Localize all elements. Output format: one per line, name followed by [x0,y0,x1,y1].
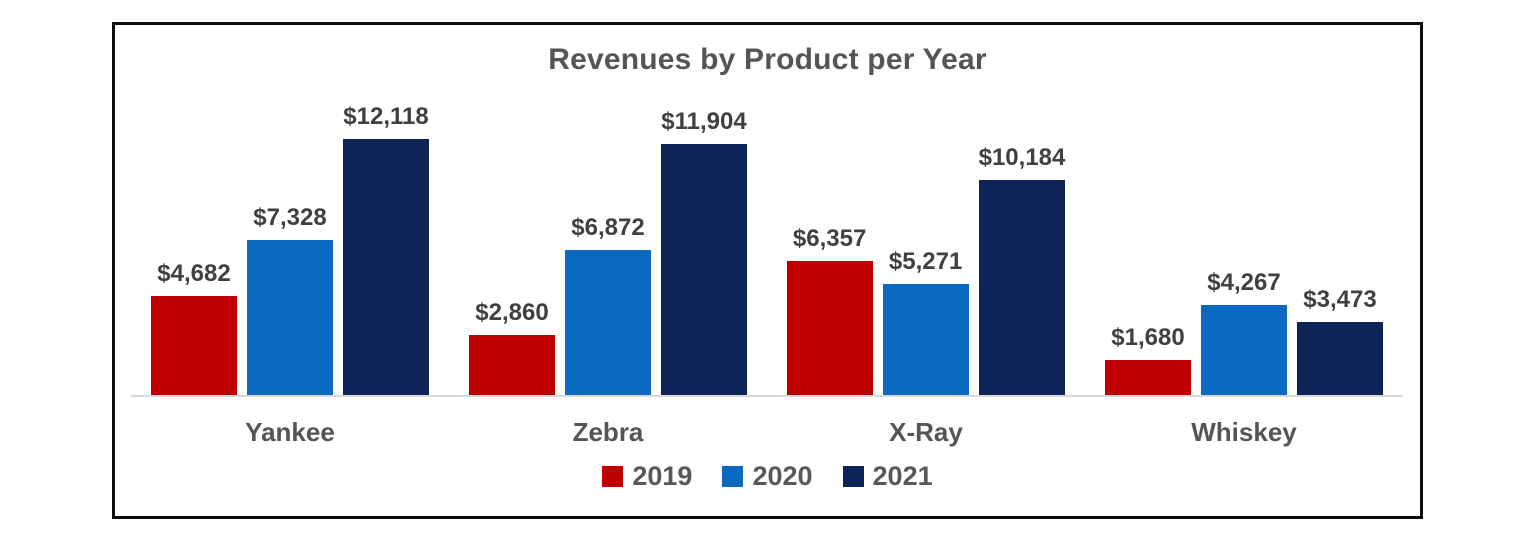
legend-label-2019: 2019 [632,461,693,491]
bar-2019-yankee [151,296,237,395]
category-label-whiskey: Whiskey [1191,417,1297,447]
bar-col-2020-zebra: $6,872 [565,216,651,395]
bar-2021-zebra [661,144,747,395]
bar-col-2021-x-ray: $10,184 [978,144,1066,395]
bar-value-label-2021-x-ray: $10,184 [978,144,1066,171]
legend-item-2020: 2020 [722,461,813,491]
plot-area: $4,682 $7,328 $12,118 $2,860 $6,872 $11,904 $6… [131,87,1403,397]
bar-value-label-2021-whiskey: $3,473 [1303,286,1377,313]
bar-2021-yankee [343,139,429,395]
chart-frame: Revenues by Product per Year $4,682 $7,32… [112,22,1423,519]
category-axis: Yankee Zebra X-Ray Whiskey [131,399,1403,448]
bar-col-2019-whiskey: $1,680 [1105,326,1191,395]
bar-group-zebra: $2,860 $6,872 $11,904 [449,87,767,395]
bar-group-whiskey: $1,680 $4,267 $3,473 [1085,87,1403,395]
legend-item-2019: 2019 [602,463,692,490]
bar-value-label-2019-zebra: $2,860 [475,299,549,326]
legend-item-2021: 2021 [842,461,933,491]
bar-2020-x-ray [882,284,969,395]
bar-2019-whiskey [1105,360,1191,395]
bar-value-label-2020-yankee: $7,328 [253,204,327,231]
bar-2020-yankee [247,240,333,395]
bar-value-label-2020-whiskey: $4,267 [1207,269,1281,296]
bar-value-label-2021-zebra: $11,904 [661,108,747,135]
bar-group-x-ray: $6,357 $5,271 $10,184 [767,87,1085,395]
bar-col-2021-whiskey: $3,473 [1297,288,1383,395]
bar-2019-zebra [469,335,555,395]
bar-col-2020-x-ray: $5,271 [882,248,969,395]
bar-value-label-2019-whiskey: $1,680 [1111,324,1185,351]
bar-2021-x-ray [978,180,1065,395]
category-label-x-ray: X-Ray [889,417,963,447]
legend: 2019 2020 2021 [115,463,1420,490]
bar-col-2020-yankee: $7,328 [247,206,333,395]
bar-col-2021-yankee: $12,118 [343,105,429,395]
legend-swatch-2019 [602,466,624,487]
chart-title: Revenues by Product per Year [548,43,987,76]
bar-value-label-2019-yankee: $4,682 [157,260,231,287]
bar-2019-x-ray [786,261,873,395]
bar-2020-zebra [565,250,651,395]
bar-col-2020-whiskey: $4,267 [1201,271,1287,395]
category-label-yankee: Yankee [245,417,335,447]
bar-2021-whiskey [1297,322,1383,395]
bar-2020-whiskey [1201,305,1287,395]
legend-swatch-2020 [722,466,744,487]
legend-swatch-2021 [842,466,864,487]
bar-group-yankee: $4,682 $7,328 $12,118 [131,87,449,395]
bar-col-2019-x-ray: $6,357 [786,225,873,395]
bar-value-label-2021-yankee: $12,118 [343,103,429,130]
bar-col-2021-zebra: $11,904 [661,110,747,395]
bar-value-label-2020-zebra: $6,872 [571,214,645,241]
bar-col-2019-yankee: $4,682 [151,262,237,395]
bar-value-label-2020-x-ray: $5,271 [888,248,963,275]
category-label-zebra: Zebra [572,417,644,447]
legend-label-2021: 2021 [872,461,933,491]
legend-label-2020: 2020 [752,461,813,491]
bar-col-2019-zebra: $2,860 [469,301,555,395]
bar-value-label-2019-x-ray: $6,357 [792,225,867,252]
